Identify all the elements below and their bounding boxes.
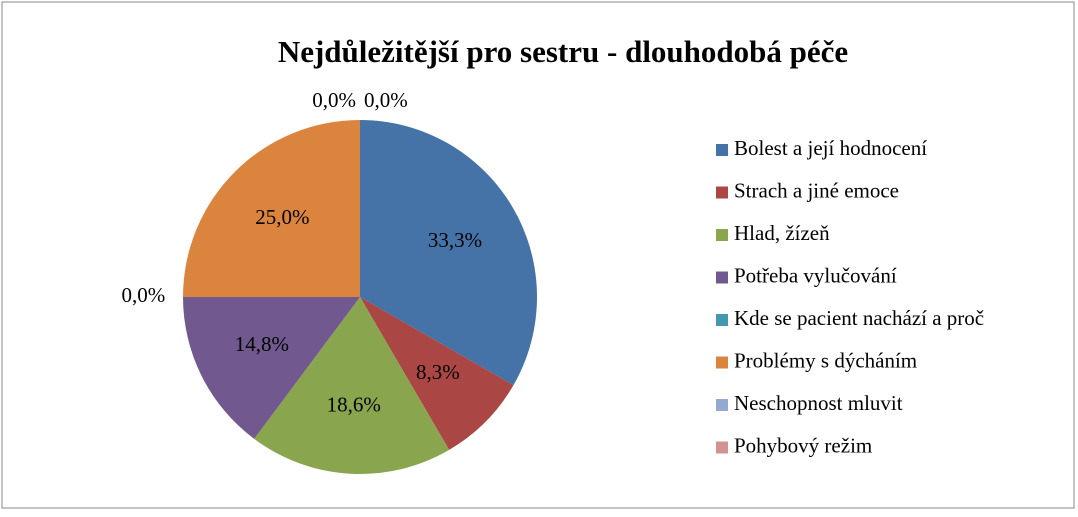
legend-label: Neschopnost mluvit — [734, 391, 903, 415]
pie-slice — [183, 120, 360, 297]
legend-label: Pohybový režim — [734, 433, 872, 457]
chart-title: Nejdůležitější pro sestru - dlouhodobá p… — [278, 34, 848, 69]
legend-label: Strach a jiné emoce — [734, 178, 899, 202]
chart-frame — [1, 1, 1075, 509]
legend-label: Hlad, žízeň — [734, 221, 830, 245]
legend-swatch — [716, 441, 728, 454]
data-label: 33,3% — [428, 228, 482, 252]
pie-slice — [360, 297, 514, 450]
data-label: 18,6% — [327, 392, 381, 416]
legend-label: Bolest a její hodnocení — [734, 136, 927, 160]
legend-label: Potřeba vylučování — [734, 263, 897, 287]
legend-swatch — [716, 186, 728, 199]
legend-swatch — [716, 399, 728, 411]
data-label: 14,8% — [235, 332, 289, 356]
data-label: 0,0% — [364, 88, 408, 112]
legend-label: Kde se pacient nachází a proč — [734, 306, 984, 330]
legend-swatch — [716, 314, 728, 326]
pie-slice — [183, 297, 360, 439]
legend-label: Problémy s dýcháním — [734, 348, 917, 372]
legend-swatch — [716, 229, 728, 241]
pie-slice — [254, 297, 450, 474]
data-label: 0,0% — [312, 88, 356, 112]
legend-swatch — [716, 271, 728, 284]
data-label: 25,0% — [255, 205, 309, 229]
pie-slice — [360, 120, 537, 386]
legend-swatch — [716, 356, 728, 369]
data-label: 0,0% — [122, 283, 166, 307]
legend-swatch — [716, 144, 728, 156]
data-label: 8,3% — [416, 360, 460, 384]
